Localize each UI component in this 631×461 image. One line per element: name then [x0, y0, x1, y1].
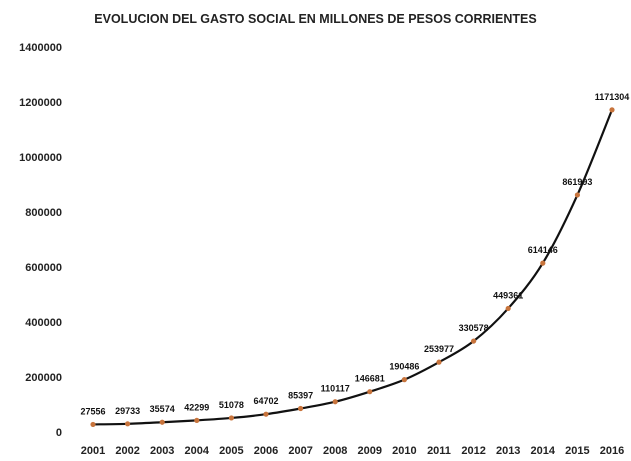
x-tick-label: 2001 [81, 445, 105, 457]
x-tick-label: 2005 [219, 445, 243, 457]
data-point [401, 377, 407, 383]
y-tick-label: 400000 [25, 317, 62, 329]
data-point [228, 415, 234, 421]
data-label: 614146 [528, 245, 558, 255]
data-label: 449361 [493, 290, 523, 300]
data-label: 330578 [459, 323, 489, 333]
x-tick-label: 2014 [531, 445, 556, 457]
x-tick-label: 2013 [496, 445, 520, 457]
x-tick-label: 2015 [565, 445, 589, 457]
x-tick-label: 2007 [288, 445, 312, 457]
data-label: 29733 [115, 406, 140, 416]
data-point [90, 421, 96, 428]
x-tick-label: 2006 [254, 445, 278, 457]
data-point [540, 260, 546, 266]
data-point [194, 417, 200, 423]
data-label: 190486 [389, 362, 419, 372]
y-tick-label: 1000000 [19, 152, 62, 164]
data-point [574, 192, 581, 198]
data-label: 51078 [219, 400, 244, 410]
y-tick-label: 600000 [25, 262, 62, 274]
data-point [436, 359, 442, 365]
chart-title: EVOLUCION DEL GASTO SOCIAL EN MILLONES D… [94, 12, 537, 26]
x-tick-label: 2016 [600, 445, 624, 457]
x-tick-label: 2002 [115, 445, 139, 457]
data-point [125, 421, 131, 427]
data-point [471, 338, 477, 344]
y-tick-label: 1200000 [19, 97, 62, 109]
data-point [609, 107, 615, 113]
data-markers [90, 107, 615, 428]
y-tick-label: 1400000 [19, 42, 62, 54]
x-tick-label: 2011 [427, 445, 451, 457]
data-labels: 27556 29733 35574 42299 51078 64702 85397 11011… [80, 92, 629, 417]
data-label: 110117 [321, 384, 350, 394]
x-tick-label: 2003 [150, 445, 174, 457]
data-point [263, 411, 269, 417]
data-point [332, 399, 338, 405]
y-tick-label: 200000 [25, 372, 62, 384]
data-label: 27556 [80, 406, 105, 416]
data-label: 253977 [424, 344, 454, 354]
x-tick-label: 2010 [392, 445, 416, 457]
data-point [367, 389, 373, 395]
data-label: 85397 [288, 391, 313, 401]
data-label: 42299 [184, 402, 209, 412]
data-label: 861993 [562, 177, 592, 187]
y-axis: 0 200000 400000 600000 800000 1000000 1200000 1… [19, 42, 62, 439]
x-tick-label: 2008 [323, 445, 347, 457]
data-label: 64702 [253, 396, 278, 406]
x-tick-label: 2004 [185, 445, 210, 457]
data-label: 35574 [150, 404, 175, 414]
x-tick-label: 2012 [461, 445, 485, 457]
y-tick-label: 800000 [25, 207, 62, 219]
y-tick-label: 0 [56, 427, 62, 439]
data-point [298, 405, 304, 412]
series-line [92, 109, 614, 426]
data-point [159, 419, 165, 425]
data-point [505, 305, 511, 312]
data-label: 146681 [355, 374, 385, 384]
x-tick-label: 2009 [358, 445, 382, 457]
x-axis: 2001 2002 2003 2004 2005 2006 2007 2008 2009 2010… [81, 445, 624, 457]
data-label: 1171304 [595, 92, 630, 102]
